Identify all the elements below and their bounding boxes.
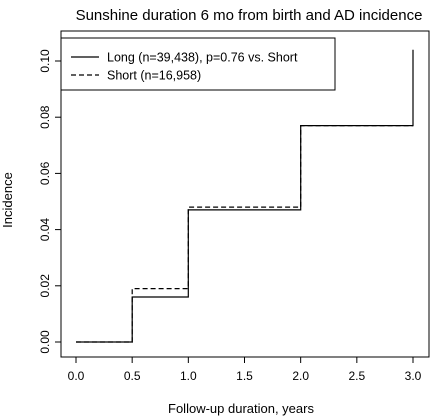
x-tick-label: 1.0 — [180, 369, 197, 383]
legend: Long (n=39,438), p=0.76 vs. Short Short (… — [60, 37, 336, 91]
legend-entry: Short (n=16,958) — [107, 69, 201, 83]
y-tick-label: 0.10 — [38, 49, 52, 73]
x-tick-label: 3.0 — [405, 369, 422, 383]
y-axis: 0.00 0.02 0.04 0.06 0.08 0.10 — [38, 49, 62, 354]
y-tick-label: 0.06 — [38, 161, 52, 185]
series-layer — [76, 49, 414, 343]
y-tick-label: 0.02 — [38, 274, 52, 298]
x-tick-label: 2.0 — [292, 369, 309, 383]
legend-box — [60, 37, 336, 91]
series-line-long — [76, 49, 414, 343]
x-tick-label: 2.5 — [348, 369, 365, 383]
y-axis-label: Incidence — [0, 172, 15, 228]
x-axis: 0.0 0.5 1.0 1.5 2.0 2.5 3.0 — [68, 356, 422, 383]
legend-entry: Long (n=39,438), p=0.76 vs. Short — [107, 51, 298, 65]
x-tick-label: 0.5 — [124, 369, 141, 383]
y-tick-label: 0.08 — [38, 105, 52, 129]
chart-title: Sunshine duration 6 mo from birth and AD… — [76, 7, 423, 24]
y-tick-label: 0.04 — [38, 218, 52, 242]
x-axis-label: Follow-up duration, years — [168, 401, 314, 416]
x-tick-label: 1.5 — [236, 369, 253, 383]
x-tick-label: 0.0 — [68, 369, 85, 383]
series-line-short — [76, 124, 413, 343]
y-tick-label: 0.00 — [38, 330, 52, 354]
